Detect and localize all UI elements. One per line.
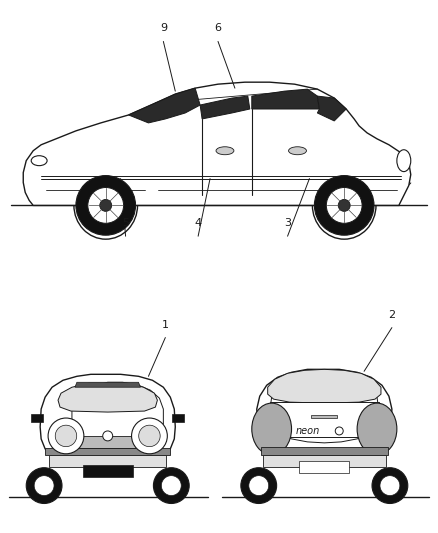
- Text: 9: 9: [160, 23, 167, 34]
- Polygon shape: [49, 455, 166, 467]
- Polygon shape: [311, 415, 337, 418]
- Circle shape: [76, 175, 135, 235]
- Polygon shape: [268, 369, 381, 403]
- Ellipse shape: [131, 418, 167, 454]
- Circle shape: [103, 431, 113, 441]
- Text: 6: 6: [215, 23, 222, 34]
- Circle shape: [314, 175, 374, 235]
- Text: 1: 1: [162, 320, 169, 329]
- Polygon shape: [252, 89, 319, 109]
- Circle shape: [88, 188, 124, 223]
- Polygon shape: [45, 448, 170, 455]
- Polygon shape: [23, 82, 411, 205]
- Polygon shape: [75, 382, 141, 387]
- Polygon shape: [83, 465, 133, 477]
- Text: neon: neon: [295, 426, 320, 436]
- Circle shape: [249, 475, 268, 496]
- Polygon shape: [263, 455, 386, 467]
- Circle shape: [241, 468, 277, 504]
- Ellipse shape: [252, 403, 292, 455]
- Polygon shape: [129, 88, 200, 123]
- Ellipse shape: [216, 147, 234, 155]
- Polygon shape: [200, 96, 250, 119]
- Polygon shape: [261, 447, 388, 455]
- Polygon shape: [31, 414, 43, 422]
- Circle shape: [34, 475, 54, 496]
- Circle shape: [338, 199, 350, 212]
- Ellipse shape: [357, 403, 397, 455]
- Ellipse shape: [139, 425, 160, 447]
- Text: 4: 4: [194, 218, 201, 228]
- Polygon shape: [58, 383, 157, 412]
- Text: 2: 2: [389, 310, 396, 320]
- Circle shape: [100, 199, 112, 212]
- Polygon shape: [257, 369, 392, 459]
- Circle shape: [153, 468, 189, 504]
- Polygon shape: [72, 382, 163, 446]
- Polygon shape: [318, 96, 346, 121]
- Polygon shape: [56, 436, 159, 448]
- Text: 5: 5: [122, 218, 129, 228]
- Circle shape: [372, 468, 408, 504]
- Ellipse shape: [31, 156, 47, 166]
- Polygon shape: [300, 461, 349, 473]
- Circle shape: [26, 468, 62, 504]
- Ellipse shape: [397, 150, 411, 172]
- Circle shape: [326, 188, 362, 223]
- Polygon shape: [172, 414, 184, 422]
- Polygon shape: [40, 374, 175, 467]
- Ellipse shape: [55, 425, 77, 447]
- Text: 3: 3: [284, 218, 291, 228]
- Ellipse shape: [289, 147, 307, 155]
- Polygon shape: [270, 402, 379, 437]
- Circle shape: [161, 475, 181, 496]
- Ellipse shape: [48, 418, 84, 454]
- Circle shape: [380, 475, 400, 496]
- Circle shape: [335, 427, 343, 435]
- Polygon shape: [270, 377, 379, 443]
